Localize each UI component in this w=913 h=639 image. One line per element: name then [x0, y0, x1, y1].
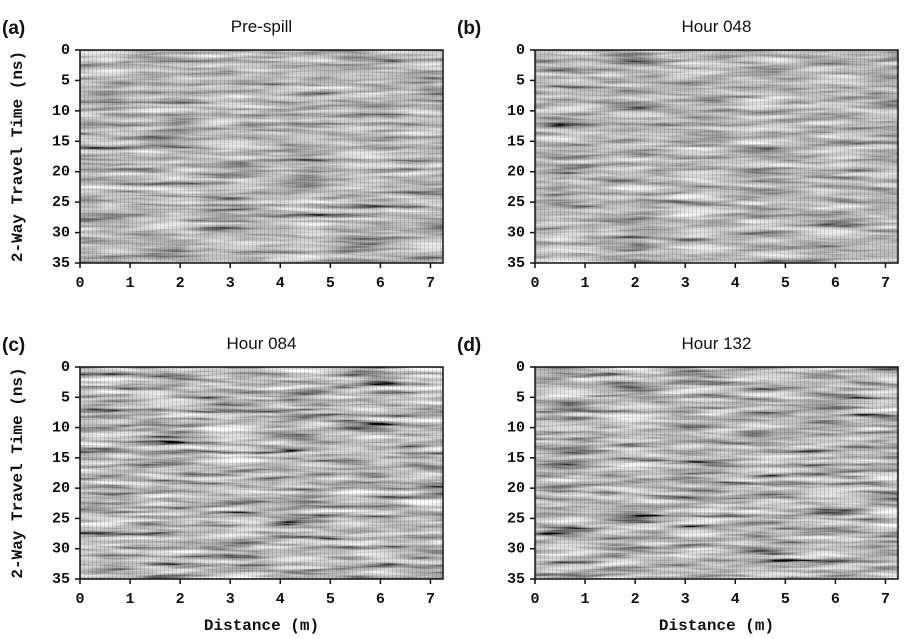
plot-frame [79, 49, 444, 264]
x-tick-label: 6 [831, 275, 840, 292]
x-tick-label: 7 [426, 275, 435, 292]
x-tick-label: 0 [75, 591, 84, 608]
y-tick-label: 20 [52, 480, 70, 497]
plot-frame [534, 366, 899, 580]
panel-label: (d) [457, 335, 481, 356]
x-tick-label: 4 [276, 275, 285, 292]
y-tick-label: 10 [507, 420, 525, 437]
y-tick-label: 30 [52, 225, 70, 242]
x-tick-label: 1 [126, 275, 135, 292]
y-tick-label: 35 [52, 255, 70, 272]
trace-texture [535, 50, 898, 263]
x-tick-label: 6 [376, 275, 385, 292]
y-axis-label: 2-Way Travel Time (ns) [9, 367, 27, 578]
panel-title: Hour 084 [227, 334, 297, 353]
panel-label: (c) [2, 335, 25, 356]
x-tick-label: 2 [631, 275, 640, 292]
y-tick-label: 20 [52, 164, 70, 181]
panel-title: Hour 132 [682, 334, 752, 353]
x-tick-label: 5 [781, 591, 790, 608]
panel-label: (a) [2, 18, 25, 39]
x-tick-label: 5 [326, 591, 335, 608]
plot-frame [534, 49, 899, 264]
x-tick-label: 3 [681, 275, 690, 292]
y-tick-label: 25 [507, 510, 525, 527]
x-tick-label: 6 [376, 591, 385, 608]
x-tick-label: 3 [226, 275, 235, 292]
x-tick-label: 2 [631, 591, 640, 608]
x-tick-label: 5 [781, 275, 790, 292]
y-axis-label: 2-Way Travel Time (ns) [9, 51, 27, 262]
x-tick-label: 1 [126, 591, 135, 608]
x-tick-label: 2 [176, 591, 185, 608]
x-tick-label: 7 [426, 591, 435, 608]
y-tick-label: 10 [52, 420, 70, 437]
y-tick-label: 15 [507, 450, 525, 467]
y-tick-label: 0 [516, 42, 525, 59]
x-tick-label: 0 [530, 275, 539, 292]
x-tick-label: 3 [681, 591, 690, 608]
y-tick-label: 0 [61, 359, 70, 376]
y-tick-label: 30 [507, 225, 525, 242]
panel-title: Hour 048 [682, 17, 752, 36]
x-axis-label: Distance (m) [659, 617, 774, 635]
trace-texture [80, 50, 443, 263]
y-tick-label: 30 [507, 541, 525, 558]
y-tick-label: 15 [507, 133, 525, 150]
y-tick-label: 35 [507, 255, 525, 272]
y-tick-label: 25 [507, 194, 525, 211]
y-tick-label: 25 [52, 194, 70, 211]
x-tick-label: 7 [881, 275, 890, 292]
x-tick-label: 1 [581, 275, 590, 292]
panel-label: (b) [457, 18, 481, 39]
panel-title: Pre-spill [231, 17, 292, 36]
y-tick-label: 15 [52, 133, 70, 150]
y-tick-label: 5 [61, 72, 70, 89]
y-tick-label: 5 [61, 389, 70, 406]
y-tick-label: 5 [516, 389, 525, 406]
x-tick-label: 0 [75, 275, 84, 292]
y-tick-label: 15 [52, 450, 70, 467]
y-tick-label: 10 [52, 103, 70, 120]
trace-texture [535, 367, 898, 579]
y-tick-label: 30 [52, 541, 70, 558]
y-tick-label: 5 [516, 72, 525, 89]
x-tick-label: 1 [581, 591, 590, 608]
plot-frame [79, 366, 444, 580]
y-tick-label: 25 [52, 510, 70, 527]
y-tick-label: 20 [507, 480, 525, 497]
x-tick-label: 4 [731, 591, 740, 608]
x-axis-label: Distance (m) [204, 617, 319, 635]
y-tick-label: 10 [507, 103, 525, 120]
x-tick-label: 4 [276, 591, 285, 608]
y-tick-label: 35 [52, 571, 70, 588]
y-tick-label: 0 [516, 359, 525, 376]
y-tick-label: 35 [507, 571, 525, 588]
trace-texture [80, 367, 443, 579]
x-tick-label: 5 [326, 275, 335, 292]
y-tick-label: 20 [507, 164, 525, 181]
x-tick-label: 2 [176, 275, 185, 292]
x-tick-label: 3 [226, 591, 235, 608]
x-tick-label: 7 [881, 591, 890, 608]
x-tick-label: 0 [530, 591, 539, 608]
x-tick-label: 6 [831, 591, 840, 608]
y-tick-label: 0 [61, 42, 70, 59]
x-tick-label: 4 [731, 275, 740, 292]
